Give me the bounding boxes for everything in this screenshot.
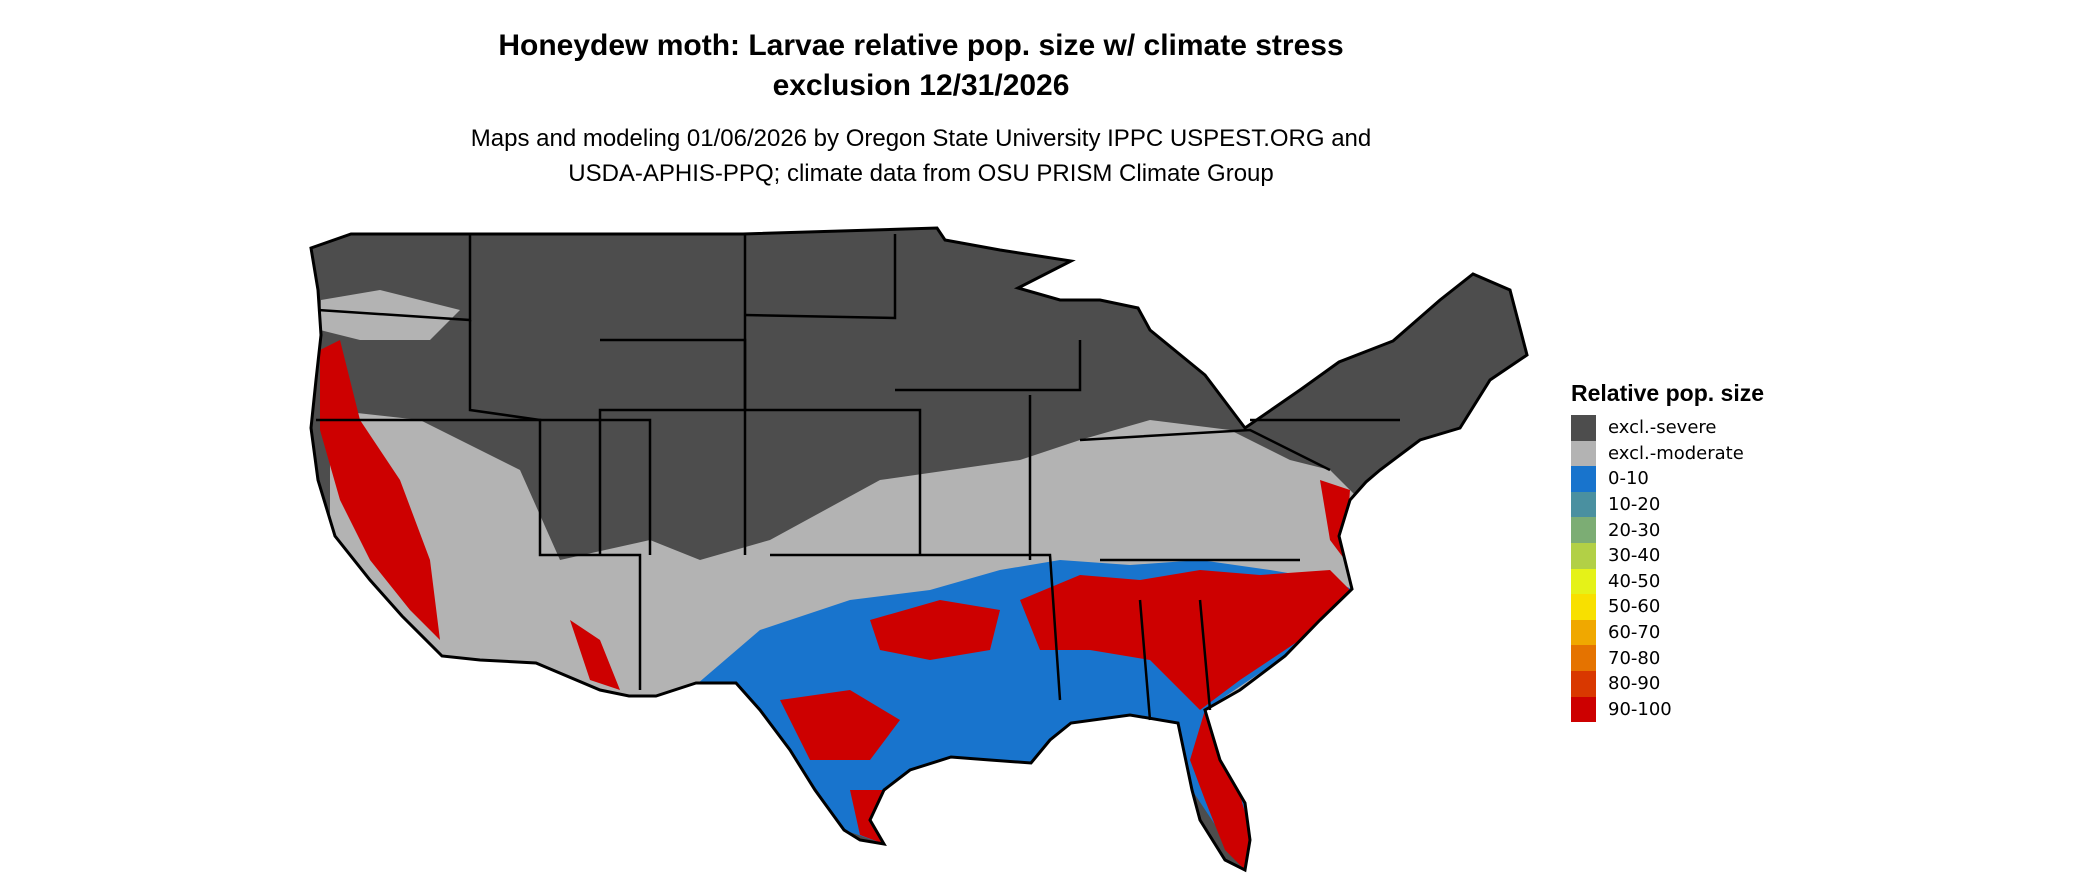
legend-swatch — [1571, 415, 1596, 441]
legend-item: 80-90 — [1571, 670, 1764, 697]
legend-item: 20-30 — [1571, 517, 1764, 543]
map-title-line1: Honeydew moth: Larvae relative pop. size… — [498, 29, 1344, 62]
legend-swatch — [1571, 619, 1596, 646]
legend: Relative pop. size excl.-severe excl.-mod… — [1571, 380, 1765, 723]
legend-swatch — [1571, 491, 1596, 518]
legend-label: 60-70 — [1608, 622, 1661, 644]
legend-label: 30-40 — [1608, 545, 1661, 567]
region-high-90-100 — [570, 620, 620, 690]
legend-item: 50-60 — [1571, 594, 1764, 620]
legend-swatch — [1571, 594, 1596, 620]
legend-swatch — [1571, 696, 1596, 723]
legend-label: 40-50 — [1608, 570, 1661, 592]
legend-swatch — [1571, 645, 1596, 671]
legend-label: 10-20 — [1608, 494, 1661, 516]
legend-item: excl.-moderate — [1571, 440, 1764, 467]
legend-swatch — [1571, 670, 1596, 697]
legend-label: 20-30 — [1608, 519, 1661, 541]
legend-label: 50-60 — [1608, 596, 1661, 618]
region-high-90-100 — [320, 340, 440, 640]
state-borders — [316, 234, 1400, 721]
legend-label: 70-80 — [1608, 647, 1661, 669]
legend-item: 90-100 — [1571, 696, 1764, 723]
legend-swatch — [1571, 542, 1596, 569]
legend-swatch — [1571, 517, 1596, 543]
region-high-90-100 — [1020, 570, 1350, 710]
legend-label: 80-90 — [1608, 673, 1661, 695]
legend-swatch — [1571, 568, 1596, 595]
legend-item: 60-70 — [1571, 619, 1764, 646]
region-high-90-100 — [870, 600, 1000, 660]
map-subtitle-line2: USDA-APHIS-PPQ; climate data from OSU PR… — [568, 160, 1274, 187]
map-subtitle-line1: Maps and modeling 01/06/2026 by Oregon S… — [470, 125, 1372, 152]
legend-label: 90-100 — [1608, 698, 1672, 720]
legend-item: 40-50 — [1571, 568, 1764, 595]
legend-item: 10-20 — [1571, 491, 1764, 518]
legend-item: excl.-severe — [1571, 415, 1764, 441]
region-high-90-100 — [780, 690, 900, 760]
legend-label: 0-10 — [1608, 468, 1649, 490]
legend-label: excl.-severe — [1608, 417, 1717, 439]
region-high-90-100 — [1190, 710, 1250, 870]
legend-title: Relative pop. size — [1571, 380, 1765, 406]
legend-swatch — [1571, 466, 1596, 492]
legend-swatch — [1571, 440, 1596, 467]
legend-item: 0-10 — [1571, 466, 1764, 492]
legend-item: 30-40 — [1571, 542, 1764, 569]
legend-item: 70-80 — [1571, 645, 1764, 671]
map-title-line2: exclusion 12/31/2026 — [772, 69, 1070, 102]
legend-label: excl.-moderate — [1608, 442, 1744, 464]
